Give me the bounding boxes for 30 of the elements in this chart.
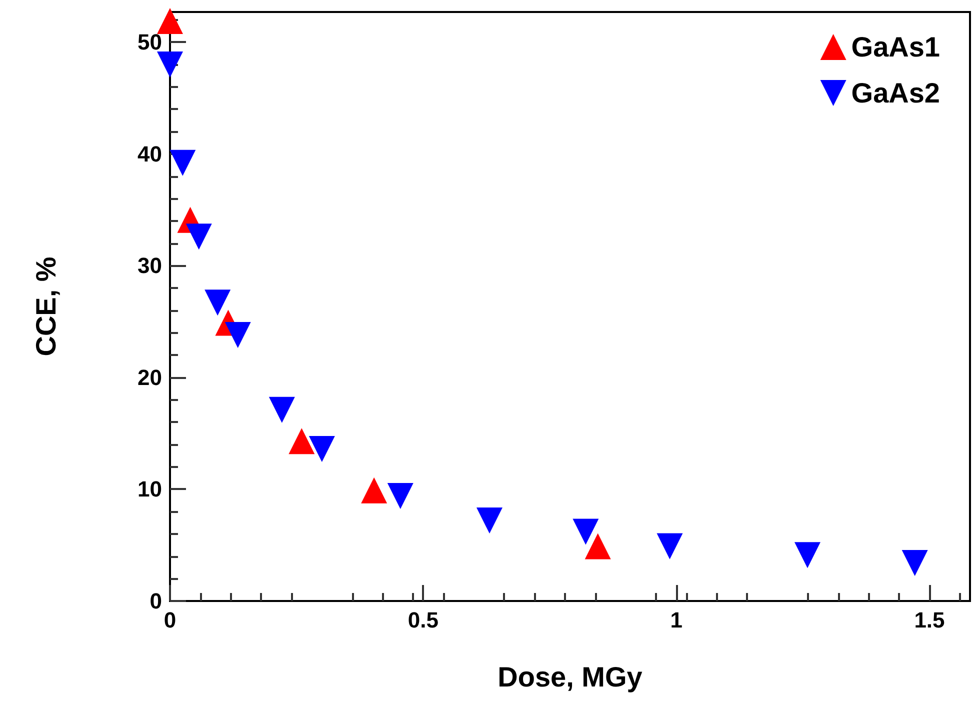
point [224, 322, 251, 348]
y-tick-label: 30 [138, 253, 162, 278]
point [902, 550, 928, 576]
point [656, 533, 683, 560]
x-tick-label: 1.5 [914, 608, 945, 632]
y-axis-title: CCE, % [30, 256, 62, 356]
y-tick-label: 0 [150, 588, 162, 614]
point [572, 518, 599, 545]
point [361, 477, 388, 504]
point [157, 8, 183, 34]
point [204, 290, 231, 316]
x-tick-label: 1 [670, 608, 682, 632]
legend-label: GaAs1 [851, 32, 940, 62]
y-tick-label: 10 [138, 476, 162, 502]
point [186, 224, 212, 250]
point [288, 428, 315, 454]
point [476, 508, 502, 534]
point [584, 533, 611, 560]
legend-label: GaAs2 [851, 78, 940, 108]
point [157, 52, 183, 78]
point [268, 396, 295, 423]
point [308, 436, 335, 462]
y-tick-label: 50 [138, 30, 162, 55]
point [387, 482, 414, 509]
point [794, 542, 820, 568]
y-tick-label: 20 [138, 364, 162, 390]
x-tick-label: 0.5 [408, 608, 438, 632]
x-axis-title: Dose, MGy [498, 662, 643, 692]
y-tick-label: 40 [138, 141, 162, 166]
point [170, 150, 196, 176]
